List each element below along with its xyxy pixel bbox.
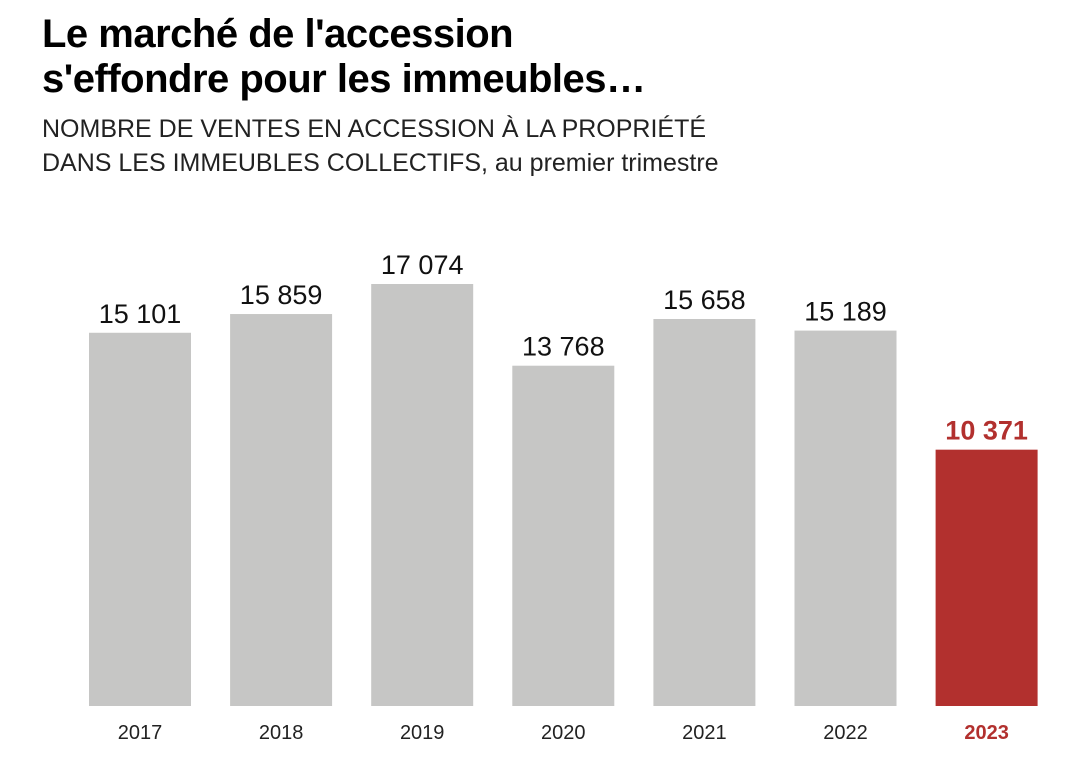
bar-2017 bbox=[89, 332, 191, 706]
chart-subtitle-line-2-rest: , au premier trimestre bbox=[481, 149, 719, 177]
value-label-2018: 15 859 bbox=[240, 280, 323, 310]
chart-subtitle-line-2-caps: DANS LES IMMEUBLES COLLECTIFS bbox=[42, 149, 482, 177]
value-label-2023: 10 371 bbox=[945, 416, 1028, 446]
x-tick-label-2022: 2022 bbox=[823, 722, 868, 744]
chart-subtitle-line-1: NOMBRE DE VENTES EN ACCESSION À LA PROPR… bbox=[42, 115, 707, 143]
bar-2021 bbox=[653, 318, 756, 706]
bar-2023 bbox=[935, 449, 1038, 706]
value-label-2019: 17 074 bbox=[381, 250, 464, 280]
bar-2019 bbox=[371, 284, 474, 706]
bar-2022 bbox=[794, 330, 897, 706]
value-label-2021: 15 658 bbox=[663, 285, 746, 315]
x-tick-label-2017: 2017 bbox=[118, 722, 163, 744]
x-tick-label-2020: 2020 bbox=[541, 722, 586, 744]
value-label-2022: 15 189 bbox=[804, 297, 887, 327]
x-tick-label-2019: 2019 bbox=[400, 722, 445, 744]
chart-subtitle: NOMBRE DE VENTES EN ACCESSION À LA PROPR… bbox=[42, 112, 719, 180]
value-label-2017: 15 101 bbox=[99, 299, 182, 329]
chart-title-line-1: Le marché de l'accession bbox=[42, 12, 514, 56]
chart-title: Le marché de l'accession s'effondre pour… bbox=[42, 12, 646, 102]
value-label-2020: 13 768 bbox=[522, 332, 605, 362]
chart-subtitle-line-2: DANS LES IMMEUBLES COLLECTIFS, au premie… bbox=[42, 146, 719, 180]
x-tick-label-2018: 2018 bbox=[259, 722, 304, 744]
x-tick-label-2021: 2021 bbox=[682, 722, 727, 744]
bar-2020 bbox=[512, 365, 615, 706]
x-tick-label-2023: 2023 bbox=[964, 722, 1009, 744]
chart-title-line-2: s'effondre pour les immeubles… bbox=[42, 57, 646, 101]
bar-2018 bbox=[230, 314, 333, 706]
